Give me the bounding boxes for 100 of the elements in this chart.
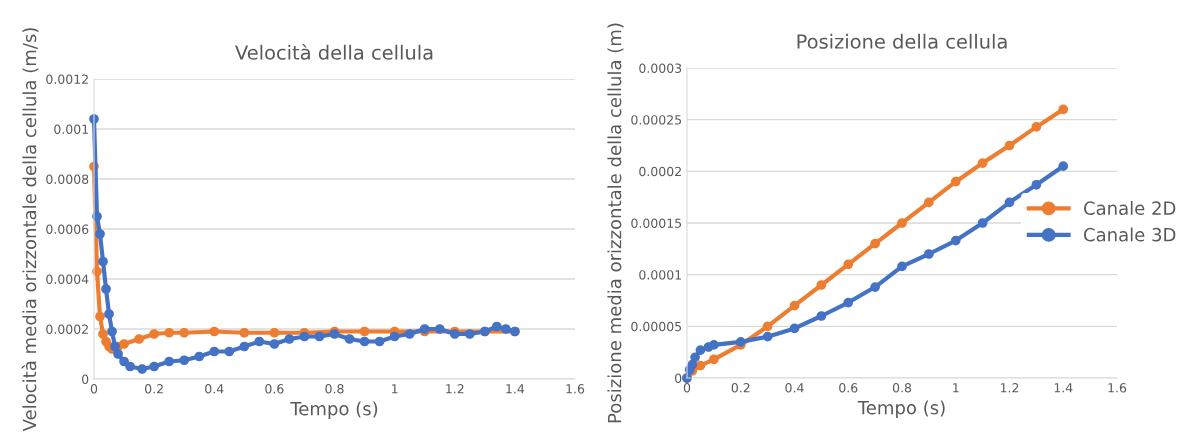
x-tick-label: 0.4 [785,383,804,393]
x-tick-label: 0.8 [892,383,912,393]
point [924,197,934,208]
point [179,327,190,338]
point [1058,104,1069,115]
y-tick-label: 0.0003 [639,63,682,73]
y-tick-label: 0.0006 [46,224,89,234]
x-tick-label: 1.2 [1000,383,1019,393]
point [284,334,295,344]
point [359,336,370,347]
y-tick-label: 0.00015 [631,218,682,228]
point [1004,197,1015,208]
x-axis-title: Tempo (s) [857,400,945,418]
legend-label: Canale 2D [1084,201,1176,215]
point [149,329,159,339]
point [269,327,280,338]
point [897,218,907,228]
point [709,354,719,365]
y-tick-label: 0.0004 [46,274,89,284]
y-tick-label: 0.0008 [46,174,89,184]
point [870,282,880,292]
y-tick-label: 0.001 [54,124,88,134]
point [950,235,961,246]
point [164,327,175,338]
x-tick-label: 0.6 [839,383,858,393]
point [897,261,907,272]
point [101,284,111,294]
y-tick-label: 0.00025 [631,115,682,125]
point [254,336,265,347]
point [389,331,400,342]
y-tick-label: 0 [82,374,89,384]
x-tick-label: 0.4 [205,384,224,394]
point [239,327,250,338]
point [843,297,854,308]
point [695,345,706,355]
point [104,309,114,319]
point [1058,161,1069,172]
point [870,238,880,249]
point [789,323,800,334]
x-tick-label: 0 [90,384,98,394]
x-tick-label: 1.6 [1108,383,1127,393]
point [209,346,220,357]
point [134,334,144,344]
point [762,321,773,332]
point [816,280,827,290]
point [107,326,117,337]
point [314,331,325,342]
point [374,336,385,347]
point [113,349,123,359]
point [1031,179,1042,190]
point [194,351,205,362]
point [224,346,235,357]
y-tick-label: 0.0012 [46,74,88,84]
x-tick-label: 0.2 [145,384,163,394]
y-tick-label: 0.0002 [46,324,88,334]
chart-title: Velocità della cellula [235,44,433,60]
point [735,336,746,347]
point [1004,140,1015,151]
x-tick-label: 1.6 [566,384,585,394]
point [359,326,370,337]
point [149,361,159,372]
point [843,259,854,270]
x-axis-title: Tempo (s) [290,401,378,419]
x-tick-label: 0 [683,383,691,393]
x-tick-label: 1.2 [446,384,464,394]
x-tick-label: 1.4 [506,384,525,394]
point [816,311,827,321]
chart-title: Posizione della cellula [797,33,1007,49]
point [299,331,310,342]
point [690,352,700,363]
point [164,356,175,367]
point [269,339,280,349]
point [209,326,220,337]
point [119,339,129,349]
point [179,355,190,366]
point [95,311,105,322]
x-tick-label: 1 [392,384,398,394]
point [98,256,108,267]
x-tick-label: 1.4 [1054,383,1073,393]
point [464,329,475,339]
point [491,321,502,332]
y-tick-label: 0.0001 [639,270,681,280]
x-tick-label: 1 [953,383,959,393]
y-tick-label: 0 [675,373,682,383]
point [709,340,719,350]
point [239,341,250,352]
point [789,300,800,311]
x-tick-label: 0.8 [325,384,344,394]
x-tick-label: 0.2 [731,383,750,393]
point [404,329,415,339]
point [762,331,773,342]
point [137,364,147,374]
point [119,356,129,367]
point [98,329,108,339]
point [125,361,135,372]
y-tick-label: 0.00005 [631,321,682,332]
x-tick-label: 0.6 [265,384,284,394]
point [344,334,355,344]
y-axis-title: Posizione media orizzontale della cellula (m) [607,23,624,423]
y-axis-title: Velocità media orizzontale della cellula (m/s) [21,28,39,432]
